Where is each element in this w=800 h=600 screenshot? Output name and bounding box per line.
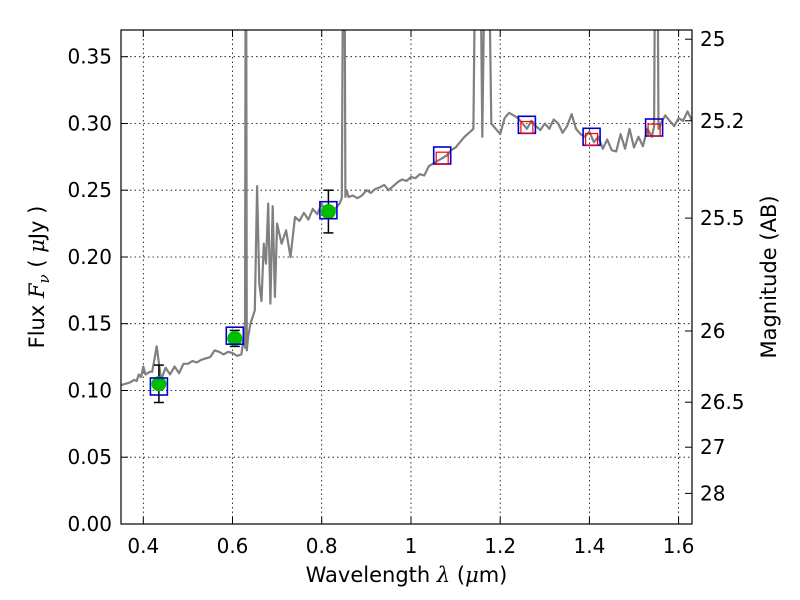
y-tick-label: 0.25: [67, 178, 112, 202]
tick-marks: [121, 30, 692, 525]
observed-point: [227, 330, 243, 346]
x-tick-label: 1.6: [663, 534, 695, 558]
right-tick-labels: 25 25.2 25.5 26 26.5 27 28: [700, 27, 745, 505]
y-tick-label: 0.00: [67, 512, 112, 536]
synthetic-photometry-box: [319, 200, 338, 220]
x-axis-label-prefix: Wavelength: [306, 563, 437, 587]
predicted-flux-box: [584, 132, 599, 147]
observed-point: [320, 204, 336, 220]
y-axis-label-unit-rest: Jy ): [25, 206, 49, 242]
model-spectrum-line: [121, 30, 692, 387]
right-tick-label: 25.5: [700, 206, 745, 230]
x-tick-label: 1: [405, 534, 418, 558]
x-tick-label: 1.2: [484, 534, 516, 558]
synthetic-photometry-box: [225, 326, 245, 346]
photometry-layer: [149, 115, 664, 404]
right-tick-label: 28: [700, 481, 725, 505]
model-spectrum-layer: [121, 30, 692, 387]
y-tick-label: 0.10: [67, 379, 112, 403]
predicted-flux-box: [647, 123, 661, 137]
x-axis-label-unit-rest: m): [479, 563, 508, 587]
y-axis-label-unit: (: [25, 253, 49, 275]
right-tick-label: 26: [700, 319, 725, 343]
x-tick-label: 0.8: [306, 534, 338, 558]
x-axis-label-symbol: λ: [436, 563, 450, 587]
right-tick-label: 25: [700, 27, 725, 51]
predicted-flux-box: [435, 151, 449, 165]
y-axis-label-subscript: ν: [35, 274, 53, 283]
x-tick-label: 0.4: [127, 534, 159, 558]
y-tick-label: 0.15: [67, 312, 112, 336]
y-tick-labels: 0.00 0.05 0.10 0.15 0.20 0.25 0.30 0.35: [67, 45, 112, 536]
right-tick-label: 25.2: [700, 109, 745, 133]
y-axis-label-symbol: F: [25, 282, 49, 299]
y-tick-label: 0.20: [67, 245, 112, 269]
predicted-flux-box: [520, 120, 534, 135]
y-axis-label: Flux Fν ( μJy ): [25, 206, 53, 349]
x-axis-label-unit-mu: μ: [465, 563, 479, 587]
y-tick-label: 0.35: [67, 45, 112, 69]
right-tick-label: 27: [700, 435, 725, 459]
synthetic-photometry-box: [149, 377, 169, 396]
grid-lines: [121, 30, 692, 525]
plot-frame: [120, 29, 693, 525]
x-axis-label-unit-open: (: [450, 563, 465, 587]
right-tick-label: 26.5: [700, 390, 745, 414]
x-tick-label: 1.4: [573, 534, 605, 558]
y-axis-label-mu: μ: [25, 239, 49, 253]
x-axis-label: Wavelength λ (μm): [306, 563, 508, 587]
x-tick-labels: 0.4 0.6 0.8 1 1.2 1.4 1.6: [127, 534, 694, 558]
y-tick-label: 0.30: [67, 112, 112, 136]
right-axis-label: Magnitude (AB): [757, 195, 781, 358]
x-tick-label: 0.6: [217, 534, 249, 558]
observed-point: [151, 376, 167, 392]
y-axis-label-prefix: Flux: [25, 298, 49, 348]
y-tick-label: 0.05: [67, 445, 112, 469]
